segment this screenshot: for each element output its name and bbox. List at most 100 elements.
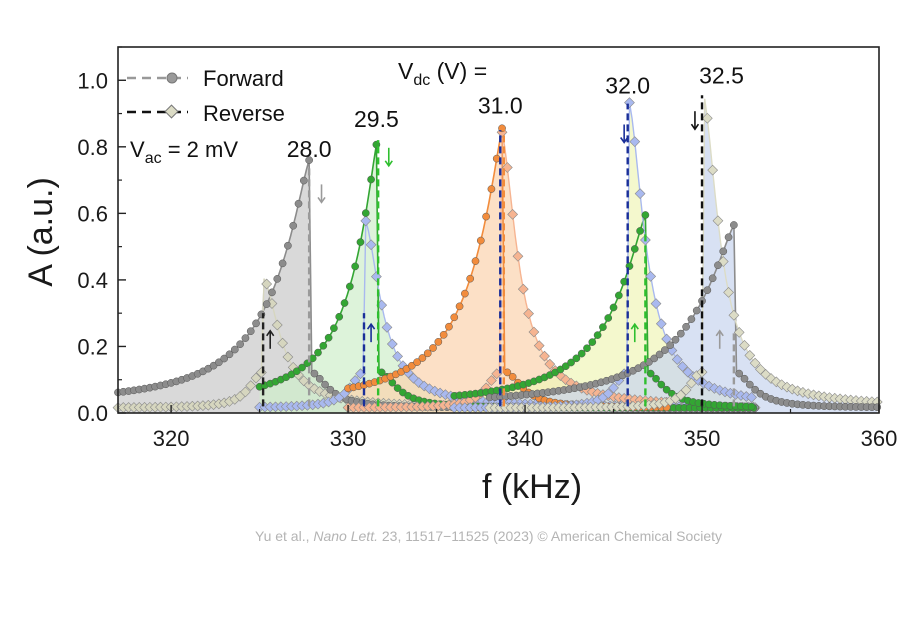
series-label-32.5: 32.5 [699, 63, 744, 89]
forward-marker [299, 176, 308, 185]
vdc-header-sub: dc [413, 72, 430, 89]
forward-marker [393, 384, 402, 392]
series-fill-28.0 [118, 160, 756, 413]
series-fill-31.0 [348, 128, 667, 414]
curve-fills [118, 98, 878, 414]
forward-marker [292, 367, 301, 376]
reverse-marker [677, 361, 688, 372]
forward-marker [241, 334, 250, 342]
reverse-marker [386, 338, 398, 350]
reverse-marker [634, 188, 646, 199]
sweep-arrow-head [630, 322, 639, 330]
forward-marker [319, 341, 328, 350]
sweep-arrow-head [384, 160, 393, 168]
reverse-marker [744, 349, 756, 361]
forward-marker [476, 236, 485, 245]
legend-vac-sub: ac [145, 150, 162, 167]
forward-marker [305, 156, 313, 164]
forward-marker [657, 380, 666, 389]
forward-marker [278, 259, 287, 268]
y-tick-label: 0.2 [77, 334, 108, 359]
series-fill-32.0 [454, 102, 755, 413]
forward-marker [367, 175, 375, 184]
forward-marker [650, 354, 659, 363]
forward-marker [724, 233, 733, 242]
forward-marker [703, 286, 712, 295]
forward-marker [356, 238, 365, 246]
forward-marker [747, 402, 756, 411]
reverse-marker [533, 340, 545, 352]
forward-marker [666, 341, 675, 350]
y-tick-label: 1.0 [77, 68, 108, 93]
forward-marker [455, 302, 464, 311]
reverse-marker [629, 136, 641, 148]
vdc-header: Vdc (V) = [398, 58, 487, 89]
forward-marker [330, 324, 338, 333]
reverse-marker [544, 358, 556, 370]
reverse-marker [746, 391, 757, 403]
x-tick-label: 330 [330, 426, 367, 451]
plot-frame [117, 46, 880, 414]
forward-marker [676, 329, 685, 338]
forward-marker [413, 358, 421, 366]
sweep-arrow-head [690, 123, 700, 131]
reverse-marker [539, 350, 550, 362]
forward-marker [361, 209, 370, 217]
reverse-marker [360, 215, 372, 227]
reverse-marker [645, 271, 657, 282]
forward-marker [252, 319, 260, 328]
reverse-marker [728, 309, 740, 321]
y-tick-label: 0.0 [77, 401, 108, 426]
forward-marker [641, 211, 650, 219]
forward-marker [735, 369, 744, 378]
forward-marker [740, 374, 749, 383]
forward-marker [215, 358, 223, 367]
forward-marker [220, 354, 229, 363]
reverse-marker [245, 380, 257, 391]
reverse-marker [701, 112, 713, 124]
x-tick-label: 340 [507, 426, 544, 451]
legend-vac: Vac = 2 mV [130, 137, 238, 167]
reverse-marker [712, 215, 724, 227]
reverse-marker [675, 389, 687, 401]
forward-marker [487, 185, 496, 193]
forward-marker [298, 363, 306, 372]
sweep-arrow-head [619, 137, 629, 144]
reverse-marker [282, 351, 294, 363]
forward-marker [561, 362, 570, 371]
y-tick-label: 0.6 [77, 201, 108, 226]
legend-vac-rest: = 2 mV [162, 137, 239, 162]
forward-marker [583, 344, 591, 353]
forward-marker [745, 380, 754, 389]
series-fill-29.5 [259, 144, 754, 413]
credit-journal: Nano Lett. [313, 528, 378, 544]
forward-marker [340, 299, 349, 307]
forward-marker [445, 322, 453, 331]
forward-marker [751, 385, 759, 394]
vdc-header-main: V [398, 58, 414, 84]
forward-marker [351, 262, 359, 271]
forward-marker [572, 354, 581, 363]
y-tick-label: 0.8 [77, 135, 108, 160]
reverse-marker [671, 354, 683, 365]
forward-marker [652, 374, 660, 383]
forward-marker [714, 261, 722, 270]
sweep-arrow-head [366, 322, 376, 330]
legend: Forward Reverse Vac = 2 mV [127, 66, 285, 167]
vdc-header-rest: (V) = [430, 58, 487, 84]
reverse-marker [661, 333, 673, 345]
series-fill-32.5 [489, 98, 878, 414]
axis-ticks [118, 46, 880, 414]
forward-marker [345, 282, 354, 291]
reverse-marker [723, 286, 734, 298]
legend-forward-label: Forward [203, 66, 284, 91]
forward-marker [284, 241, 292, 250]
forward-marker [314, 348, 322, 357]
sweep-arrow-head [715, 329, 724, 337]
reverse-marker [392, 351, 403, 362]
forward-marker [687, 315, 696, 323]
forward-marker [593, 331, 602, 339]
series-label-28.0: 28.0 [287, 136, 332, 162]
forward-marker [225, 350, 234, 359]
reverse-marker [250, 372, 262, 384]
